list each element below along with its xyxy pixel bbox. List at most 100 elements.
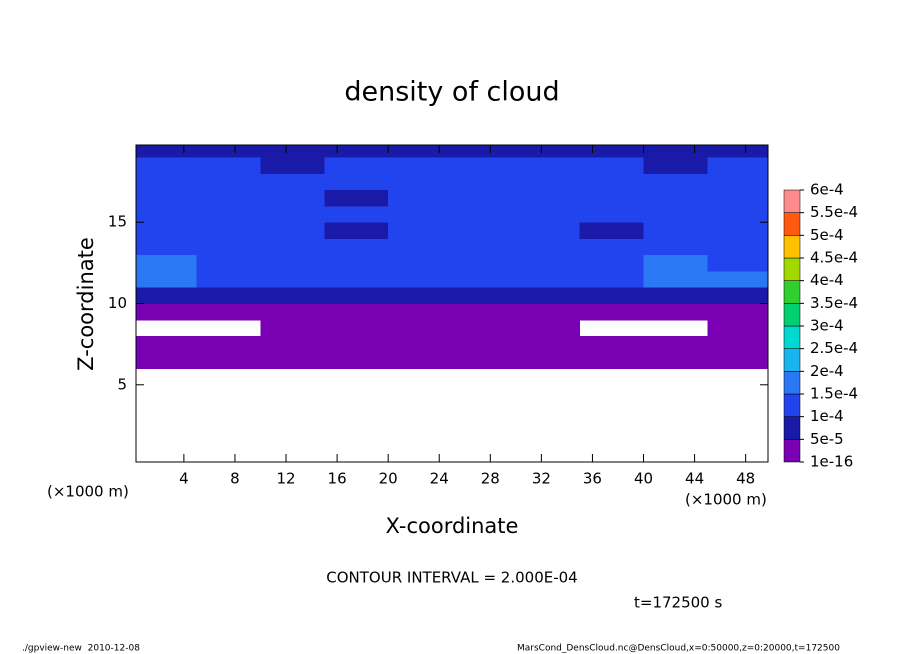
contour-cell <box>136 205 198 223</box>
contour-cell <box>515 270 581 288</box>
contour-cell <box>452 287 517 304</box>
contour-cell <box>579 173 645 191</box>
contour-cell <box>515 222 581 239</box>
contour-cell <box>452 336 517 353</box>
x-tick-label: 28 <box>481 470 500 488</box>
contour-cell <box>452 303 517 321</box>
colorbar-label: 3e-4 <box>810 317 844 335</box>
colorbar-band <box>783 393 801 417</box>
contour-cell <box>515 336 581 353</box>
contour-cell <box>643 189 708 207</box>
contour-cell <box>196 189 261 207</box>
contour-cell <box>643 157 708 174</box>
contour-cell <box>579 157 645 174</box>
contour-cell <box>452 189 517 207</box>
contour-cell <box>260 352 325 370</box>
contour-cell <box>196 336 261 353</box>
colorbar-band <box>783 235 801 259</box>
contour-cell <box>579 222 645 239</box>
colorbar-label: 3.5e-4 <box>810 294 858 312</box>
contour-cell <box>515 303 581 321</box>
contour-cell <box>643 336 708 353</box>
contour-cell <box>452 157 517 174</box>
contour-cell <box>260 287 325 304</box>
colorbar-label: 5e-4 <box>810 226 844 244</box>
contour-cell <box>579 145 645 158</box>
contour-cell <box>579 287 645 304</box>
colorbar-band <box>783 439 801 463</box>
contour-cell <box>515 319 581 337</box>
contour-cell <box>196 352 261 370</box>
x-tick-label: 44 <box>685 470 704 488</box>
contour-cell <box>707 205 768 223</box>
contour-cell <box>388 238 453 256</box>
contour-cell <box>452 173 517 191</box>
x-tick-label: 48 <box>736 470 755 488</box>
contour-cell <box>196 222 261 239</box>
x-tick-label: 36 <box>583 470 602 488</box>
contour-cell <box>707 352 768 370</box>
contour-cell <box>260 254 325 272</box>
contour-cell <box>196 145 261 158</box>
contour-cell <box>707 254 768 272</box>
contour-cell <box>260 270 325 288</box>
colorbar-band <box>783 257 801 281</box>
contour-cell <box>136 352 198 370</box>
x-axis-label: X-coordinate <box>386 514 519 538</box>
contour-cell <box>643 238 708 256</box>
contour-cell <box>643 205 708 223</box>
contour-cell <box>707 145 768 158</box>
y-unit: (×1000 m) <box>47 483 129 501</box>
x-tick-label: 32 <box>532 470 551 488</box>
contour-cell <box>643 287 708 304</box>
contour-cell <box>136 238 198 256</box>
contour-cell <box>707 157 768 174</box>
x-tick-label: 16 <box>328 470 347 488</box>
x-tick-label: 20 <box>379 470 398 488</box>
contour-cell <box>196 173 261 191</box>
contour-cell <box>260 173 325 191</box>
contour-cell <box>136 189 198 207</box>
contour-cell <box>388 336 453 353</box>
contour-cell <box>260 319 325 337</box>
contour-cell <box>136 336 198 353</box>
y-axis-label: Z-coordinate <box>74 237 98 371</box>
contour-cell <box>515 173 581 191</box>
contour-cell <box>324 319 389 337</box>
contour-cell <box>260 303 325 321</box>
contour-cell <box>260 189 325 207</box>
contour-cell <box>515 157 581 174</box>
contour-cell <box>579 270 645 288</box>
colorbar-label: 5e-5 <box>810 430 844 448</box>
contour-cell <box>260 157 325 174</box>
contour-cell <box>579 189 645 207</box>
contour-cell <box>388 145 453 158</box>
contour-cell <box>324 222 389 239</box>
contour-cell <box>388 352 453 370</box>
contour-cell <box>515 352 581 370</box>
contour-cell <box>707 238 768 256</box>
contour-cell <box>324 287 389 304</box>
contour-cell <box>579 303 645 321</box>
contour-cell <box>515 238 581 256</box>
contour-cell <box>515 145 581 158</box>
x-tick-label: 8 <box>230 470 240 488</box>
contour-cell <box>136 254 198 272</box>
contour-cell <box>388 303 453 321</box>
contour-cell <box>196 303 261 321</box>
contour-cell <box>136 303 198 321</box>
contour-cell <box>388 157 453 174</box>
colorbar-band <box>783 189 801 213</box>
contour-cell <box>579 238 645 256</box>
contour-cell <box>324 173 389 191</box>
contour-cell <box>452 254 517 272</box>
contour-cell <box>452 319 517 337</box>
colorbar-band <box>783 371 801 395</box>
x-tick-label: 12 <box>276 470 295 488</box>
contour-cell <box>388 173 453 191</box>
contour-cell <box>196 205 261 223</box>
contour-cell <box>324 205 389 223</box>
contour-cell <box>515 287 581 304</box>
